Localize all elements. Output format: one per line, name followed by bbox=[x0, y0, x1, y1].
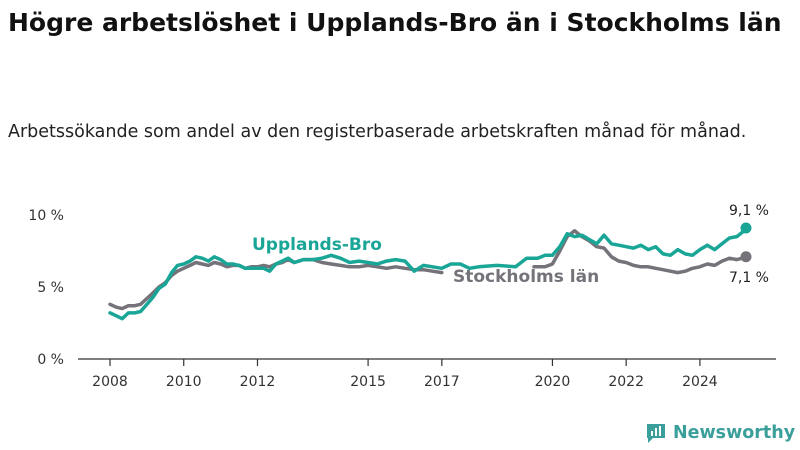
series-line-stockholms-lan bbox=[532, 229, 748, 275]
x-tick-label: 2012 bbox=[240, 374, 276, 390]
x-tick-label: 2022 bbox=[608, 374, 644, 390]
x-tick-label: 2010 bbox=[166, 374, 202, 390]
end-point-stockholms-lan bbox=[740, 251, 752, 263]
end-label-stockholms-lan: 7,1 % bbox=[729, 270, 769, 286]
x-tick-label: 2024 bbox=[682, 374, 718, 390]
chart-title: Högre arbetslöshet i Upplands-Bro än i S… bbox=[8, 8, 782, 37]
end-label-upplands-bro: 9,1 % bbox=[729, 203, 769, 219]
y-tick-label: 10 % bbox=[28, 208, 64, 224]
y-axis: 0 % 5 % 10 % bbox=[28, 208, 64, 368]
series-line-upplands-bro bbox=[108, 226, 748, 321]
end-point-upplands-bro bbox=[740, 222, 752, 234]
x-tick-label: 2020 bbox=[535, 374, 571, 390]
series-line-stockholms-lan bbox=[108, 257, 444, 311]
x-tick-label: 2008 bbox=[92, 374, 128, 390]
series-label-stockholms-lan: Stockholms län bbox=[453, 267, 599, 287]
x-tick-label: 2015 bbox=[350, 374, 386, 390]
brand-name: Newsworthy bbox=[673, 423, 796, 443]
newsworthy-logo: Newsworthy bbox=[645, 420, 795, 446]
x-axis: 2008 2010 2012 2015 2017 2020 2022 2024 bbox=[78, 358, 776, 390]
y-tick-label: 0 % bbox=[37, 352, 64, 368]
newsworthy-logo-icon bbox=[647, 424, 665, 443]
series-labels: Upplands-Bro Stockholms län 9,1 % 7,1 % bbox=[252, 203, 769, 287]
series-label-upplands-bro: Upplands-Bro bbox=[252, 235, 382, 255]
y-tick-label: 5 % bbox=[37, 280, 64, 296]
chart-lines bbox=[108, 222, 752, 321]
x-tick-label: 2017 bbox=[424, 374, 460, 390]
chart-subtitle: Arbetssökande som andel av den registerb… bbox=[8, 122, 747, 142]
